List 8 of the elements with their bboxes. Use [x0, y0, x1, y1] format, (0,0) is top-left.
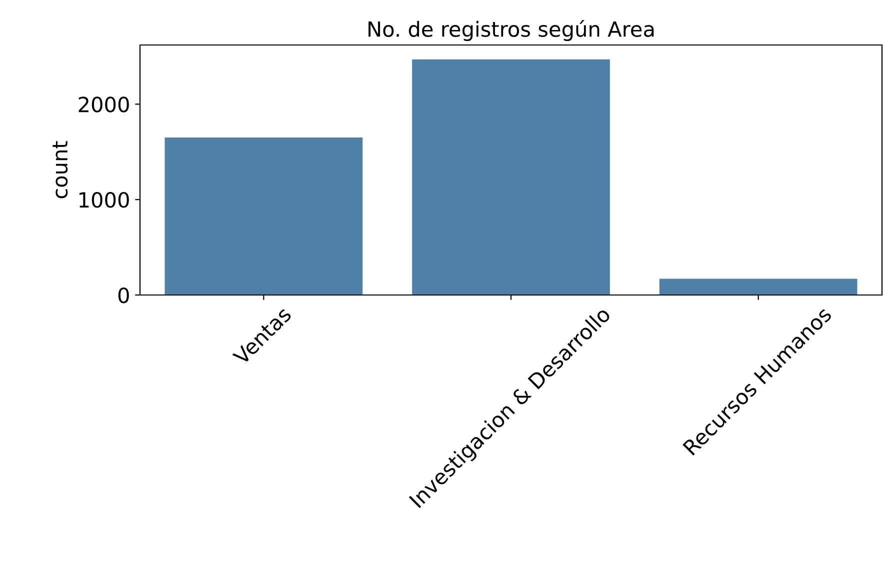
chart-title: No. de registros según Area	[368, 20, 654, 41]
y-tick-label: 0	[118, 287, 129, 304]
bar	[164, 138, 363, 295]
y-axis-title: count	[52, 141, 68, 198]
bar	[412, 59, 610, 295]
bar	[659, 278, 858, 295]
y-tick-label: 1000	[80, 192, 129, 208]
y-tick-label: 2000	[78, 96, 129, 112]
